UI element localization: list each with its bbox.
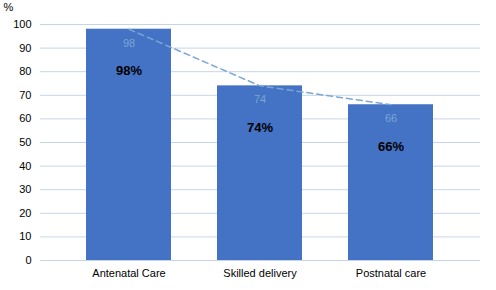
svg-text:50: 50 bbox=[19, 136, 31, 148]
svg-text:80: 80 bbox=[19, 65, 31, 77]
svg-text:100: 100 bbox=[13, 18, 31, 30]
svg-text:Postnatal care: Postnatal care bbox=[356, 267, 426, 279]
svg-text:60: 60 bbox=[19, 112, 31, 124]
svg-text:10: 10 bbox=[19, 230, 31, 242]
svg-text:90: 90 bbox=[19, 42, 31, 54]
svg-text:98%: 98% bbox=[116, 63, 142, 78]
svg-text:66: 66 bbox=[385, 112, 397, 124]
svg-text:74: 74 bbox=[254, 93, 266, 105]
svg-text:66%: 66% bbox=[378, 139, 404, 154]
svg-text:0: 0 bbox=[25, 254, 31, 266]
svg-text:20: 20 bbox=[19, 207, 31, 219]
svg-text:%: % bbox=[4, 1, 14, 13]
svg-text:Skilled delivery: Skilled delivery bbox=[223, 267, 297, 279]
svg-text:30: 30 bbox=[19, 183, 31, 195]
svg-text:40: 40 bbox=[19, 160, 31, 172]
svg-text:74%: 74% bbox=[247, 120, 273, 135]
svg-text:70: 70 bbox=[19, 89, 31, 101]
svg-text:98: 98 bbox=[123, 37, 135, 49]
svg-text:Antenatal Care: Antenatal Care bbox=[92, 267, 165, 279]
